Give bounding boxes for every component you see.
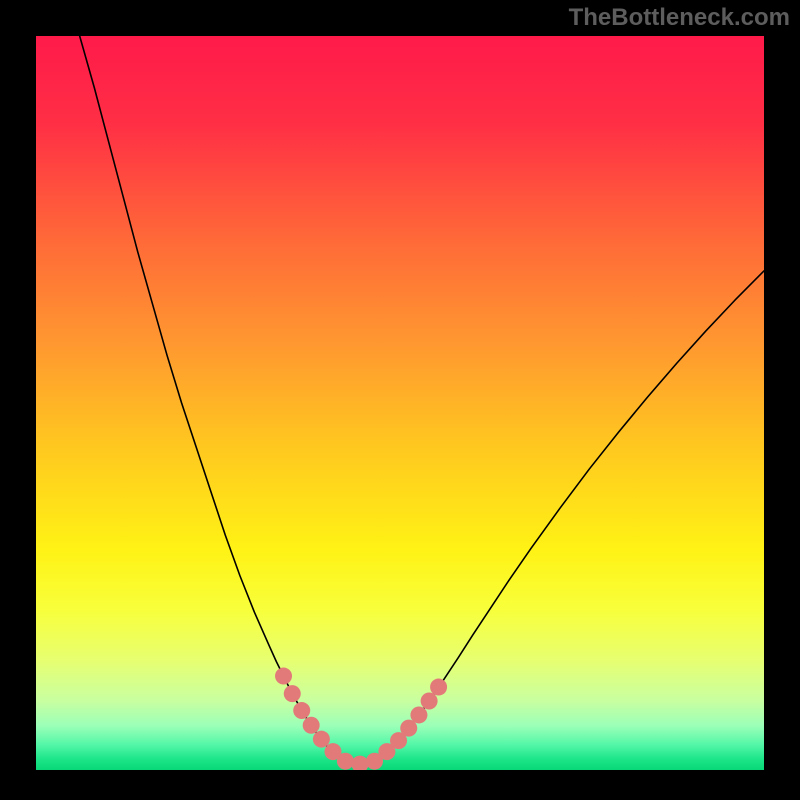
marker-point (284, 685, 301, 702)
marker-point (293, 702, 310, 719)
marker-point (275, 668, 292, 685)
marker-point (421, 693, 438, 710)
chart-background (36, 36, 764, 770)
marker-point (303, 717, 320, 734)
plot-area (36, 36, 764, 770)
watermark: TheBottleneck.com (569, 4, 790, 32)
marker-point (410, 706, 427, 723)
stage: TheBottleneck.com (0, 0, 800, 800)
marker-point (430, 679, 447, 696)
chart-svg (36, 36, 764, 770)
marker-point (337, 753, 354, 770)
marker-point (313, 731, 330, 748)
